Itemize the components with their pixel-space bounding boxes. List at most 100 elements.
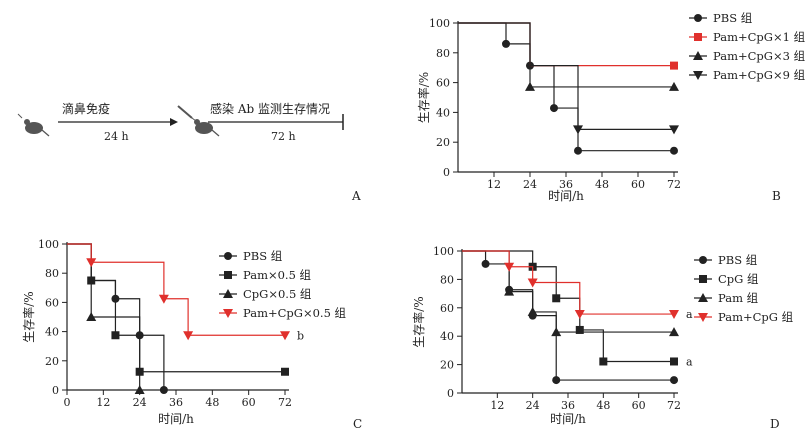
y-tick-label: 20 xyxy=(436,136,450,149)
data-point xyxy=(525,81,535,91)
y-tick-label: 100 xyxy=(38,238,59,251)
legend-entry: Pam+CpG×3 组 xyxy=(713,49,806,63)
data-point xyxy=(599,357,608,366)
legend-marker xyxy=(698,293,708,302)
y-tick-label: 60 xyxy=(436,77,450,90)
data-point xyxy=(134,385,145,394)
data-point xyxy=(670,61,678,70)
data-point xyxy=(575,325,584,334)
legend-entry: Pam+CpG×0.5 组 xyxy=(243,306,347,320)
legend-entry: PBS 组 xyxy=(713,11,753,25)
legend-entry: Pam+CpG×1 组 xyxy=(713,30,806,44)
series-line xyxy=(462,250,674,363)
data-point xyxy=(183,331,194,341)
syringe-icon xyxy=(177,105,197,122)
x-tick-label: 12 xyxy=(487,178,501,191)
data-point xyxy=(527,278,538,288)
x-axis-label: 时间/h xyxy=(158,412,194,426)
series-4 xyxy=(458,22,679,135)
significance-annotation: a xyxy=(686,308,693,321)
y-axis-label: 生存率/% xyxy=(21,291,36,342)
data-point xyxy=(669,125,679,135)
legend-entry: Pam×0.5 组 xyxy=(243,268,312,282)
legend-entry: Pam+CpG×9 组 xyxy=(713,68,806,82)
y-tick-label: 80 xyxy=(45,267,59,280)
x-tick-label: 36 xyxy=(561,399,575,412)
y-tick-label: 20 xyxy=(45,355,59,368)
timeline-step-2-time: 72 h xyxy=(271,130,296,143)
y-tick-label: 100 xyxy=(433,245,454,258)
data-point xyxy=(159,386,168,394)
x-tick-label: 60 xyxy=(242,396,256,409)
data-point xyxy=(573,125,583,135)
data-point xyxy=(280,331,290,341)
legend-marker xyxy=(699,256,707,264)
significance-annotation: a xyxy=(686,355,693,368)
legend-marker xyxy=(694,33,702,41)
data-point xyxy=(669,327,679,337)
x-tick-label: 12 xyxy=(96,396,110,409)
mouse-icon xyxy=(194,119,220,137)
y-axis-label: 生存率/% xyxy=(411,296,426,347)
series-1 xyxy=(458,22,678,155)
x-tick-label: 48 xyxy=(205,396,219,409)
timeline-step-1-text: 滴鼻免疫 xyxy=(62,101,110,116)
legend-marker xyxy=(699,275,707,283)
y-tick-label: 0 xyxy=(52,384,59,397)
timeline-arrow-1 xyxy=(170,118,178,126)
x-tick-label: 48 xyxy=(595,178,609,191)
series-4 xyxy=(462,250,679,320)
charts-layer: 0 20 40 60 80 100 12 24 36 48 60 72 时间/h 生存率/% PBS 组 Pa… xyxy=(21,11,806,431)
data-point xyxy=(551,327,562,337)
panel-a-timeline: 滴鼻免疫 24 h 感染 Ab 监测生存情况 72 h A xyxy=(17,101,361,203)
legend-entry: PBS 组 xyxy=(243,249,283,263)
data-point xyxy=(574,310,585,320)
data-point xyxy=(550,104,558,113)
x-tick-label: 72 xyxy=(667,178,681,191)
series-line xyxy=(462,250,674,315)
series-1 xyxy=(462,250,678,385)
y-tick-label: 60 xyxy=(45,296,59,309)
series-line xyxy=(458,22,674,88)
legend-entry: CpG×0.5 组 xyxy=(243,287,312,301)
legend-marker xyxy=(698,313,708,322)
data-point xyxy=(669,310,679,320)
series-line xyxy=(67,243,141,390)
x-tick-label: 72 xyxy=(667,399,681,412)
data-point xyxy=(86,258,97,268)
data-point xyxy=(670,376,678,385)
x-axis-label: 时间/h xyxy=(548,189,584,203)
chart-panel-d: 0 20 40 60 80 100 12 24 36 48 60 72 时间/h 生存率/% PBS 组 Cp… xyxy=(411,245,794,431)
series-line xyxy=(458,22,674,67)
x-tick-label: 36 xyxy=(169,396,183,409)
data-point xyxy=(670,357,678,366)
series-line xyxy=(67,243,285,336)
series-3 xyxy=(67,243,145,394)
data-point xyxy=(502,39,510,48)
legend-entry: PBS 组 xyxy=(718,253,758,267)
data-point xyxy=(527,306,538,316)
legend-marker xyxy=(694,14,702,22)
data-point xyxy=(552,376,561,385)
series-4 xyxy=(67,243,290,341)
data-point xyxy=(86,312,97,321)
data-point xyxy=(552,294,561,303)
data-point xyxy=(281,367,289,376)
data-point xyxy=(158,294,169,304)
y-tick-label: 100 xyxy=(429,17,450,30)
y-tick-label: 20 xyxy=(440,359,454,372)
x-tick-label: 60 xyxy=(631,178,645,191)
panel-label-a: A xyxy=(351,189,361,203)
data-point xyxy=(574,146,582,155)
mouse-icon xyxy=(17,113,50,137)
panel-label-c: C xyxy=(353,417,362,431)
x-tick-label: 72 xyxy=(278,396,292,409)
legend-entry: Pam+CpG 组 xyxy=(718,310,794,324)
series-2 xyxy=(458,22,678,70)
series-2 xyxy=(462,250,678,366)
legend-marker xyxy=(693,71,703,80)
x-tick-label: 12 xyxy=(490,399,504,412)
series-line xyxy=(462,250,674,333)
legend-marker xyxy=(223,289,233,298)
